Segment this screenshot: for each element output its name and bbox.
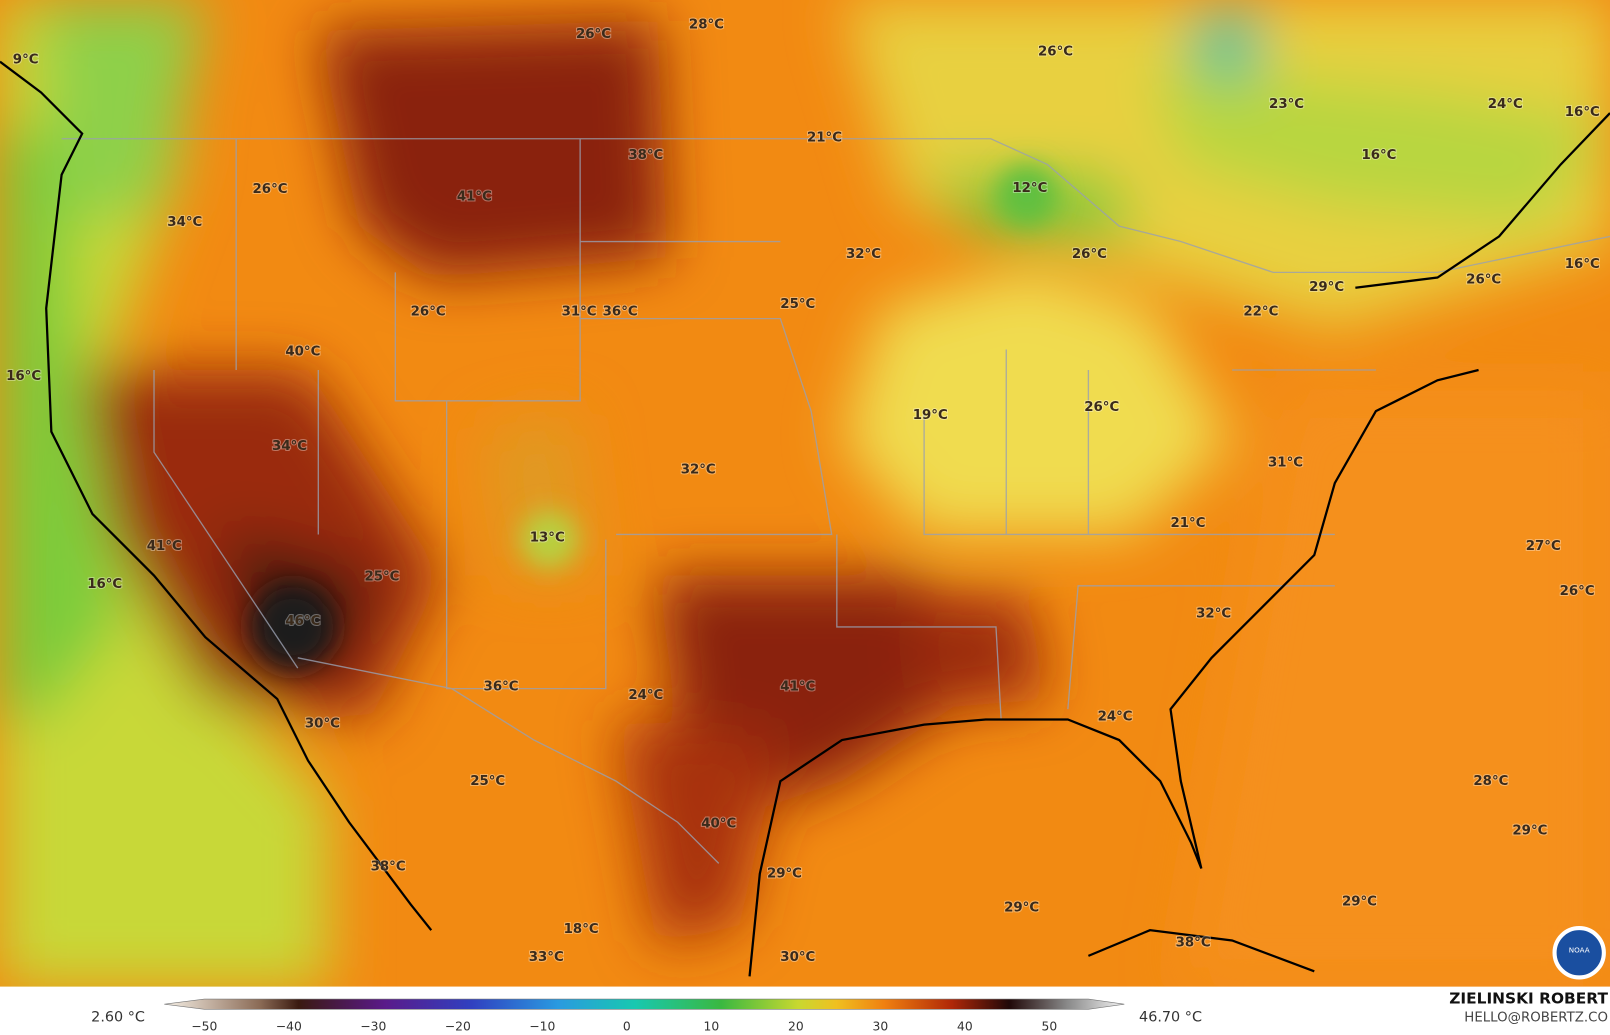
temperature-label: 27°C: [1526, 539, 1561, 554]
temperature-label: 29°C: [1309, 280, 1344, 295]
temperature-labels: 9°C 26°C 28°C 26°C 23°C 24°C 16°C 21°C 38°C 16°C 2…: [5, 17, 1601, 966]
temperature-label: 24°C: [1488, 97, 1523, 112]
temperature-label: 21°C: [807, 131, 842, 146]
colorbar-tick-label: −10: [529, 1019, 555, 1033]
colorbar-tick-label: −20: [445, 1019, 471, 1033]
temperature-label: 34°C: [272, 439, 307, 454]
temperature-label: 26°C: [1084, 400, 1119, 415]
temperature-label: 29°C: [1512, 823, 1547, 838]
colorbar-tick-label: 10: [704, 1019, 720, 1033]
colorbar-min: 2.60 °C: [91, 1010, 145, 1026]
temperature-label: 26°C: [411, 304, 446, 319]
colorbar: [164, 998, 1125, 1010]
temperature-label: 13°C: [530, 531, 565, 546]
colorbar-tick-label: 30: [873, 1019, 889, 1033]
temperature-label: 16°C: [6, 369, 41, 384]
temperature-label: 12°C: [1012, 181, 1047, 196]
legend-strip: [0, 986, 1610, 1035]
temperature-label: 26°C: [576, 27, 611, 42]
temperature-label: 26°C: [1560, 584, 1595, 599]
coastline: [0, 60, 1610, 977]
temperature-label: 26°C: [1038, 44, 1073, 59]
temperature-label: 40°C: [285, 345, 320, 360]
temperature-label: 16°C: [1361, 148, 1396, 163]
temperature-label: 32°C: [681, 463, 716, 478]
temperature-label: 18°C: [564, 922, 599, 937]
temperature-label: 26°C: [1466, 273, 1501, 288]
colorbar-max: 46.70 °C: [1139, 1010, 1202, 1026]
temperature-label: 22°C: [1243, 304, 1278, 319]
noaa-logo: [1552, 926, 1606, 980]
temperature-label: 9°C: [13, 53, 39, 68]
colorbar-tick-label: −30: [360, 1019, 386, 1033]
temperature-label: 26°C: [253, 182, 288, 197]
temperature-label: 30°C: [305, 717, 340, 732]
colorbar-tick-label: −50: [191, 1019, 217, 1033]
temperature-label: 24°C: [1098, 709, 1133, 724]
temperature-label: 24°C: [628, 688, 663, 703]
colorbar-tick-label: −40: [276, 1019, 302, 1033]
temperature-label: 38°C: [628, 148, 663, 163]
temperature-label: 31°C: [1268, 456, 1303, 471]
temperature-label: 29°C: [1342, 894, 1377, 909]
temperature-label: 25°C: [470, 774, 505, 789]
colorbar-tick-label: 40: [957, 1019, 973, 1033]
temperature-label: 36°C: [484, 680, 519, 695]
temperature-label: 26°C: [1072, 247, 1107, 262]
temperature-label: 38°C: [371, 859, 406, 874]
temperature-label: 25°C: [364, 570, 399, 585]
email: HELLO@ROBERTZ.CO: [1464, 1011, 1608, 1026]
temperature-field: [0, 0, 1610, 987]
temperature-label: 46°C: [285, 614, 320, 629]
colorbar-tick-label: 50: [1042, 1019, 1058, 1033]
temperature-label: 23°C: [1269, 97, 1304, 112]
temperature-label: 28°C: [689, 18, 724, 33]
temperature-label: 32°C: [1196, 607, 1231, 622]
temperature-label: 41°C: [780, 680, 815, 695]
noaa-logo-text: NOAA: [1569, 946, 1590, 955]
colorbar-ticks: −50 −40 −30 −20 −10 0 10 20 30 40 50: [191, 1019, 1057, 1033]
temperature-label: 29°C: [1004, 901, 1039, 916]
colorbar-tick-label: 0: [623, 1019, 631, 1033]
temperature-label: 28°C: [1473, 774, 1508, 789]
temperature-label: 33°C: [529, 950, 564, 965]
temperature-label: 16°C: [1565, 105, 1600, 120]
temperature-label: 31°C: [562, 304, 597, 319]
temperature-label: 41°C: [457, 189, 492, 204]
temperature-label: 19°C: [913, 408, 948, 423]
temperature-label: 36°C: [603, 304, 638, 319]
colorbar-tick-label: 20: [788, 1019, 804, 1033]
temperature-label: 25°C: [780, 297, 815, 312]
temperature-label: 40°C: [701, 816, 736, 831]
temperature-label: 34°C: [167, 215, 202, 230]
temperature-label: 38°C: [1176, 935, 1211, 950]
temperature-label: 41°C: [147, 539, 182, 554]
temperature-label: 16°C: [87, 577, 122, 592]
borders: [61, 138, 1610, 864]
temperature-label: 29°C: [767, 867, 802, 882]
temperature-label: 30°C: [780, 950, 815, 965]
author: ZIELINSKI ROBERT: [1449, 990, 1608, 1008]
temperature-label: 32°C: [846, 247, 881, 262]
temperature-label: 16°C: [1565, 257, 1600, 272]
temperature-label: 21°C: [1170, 516, 1205, 531]
